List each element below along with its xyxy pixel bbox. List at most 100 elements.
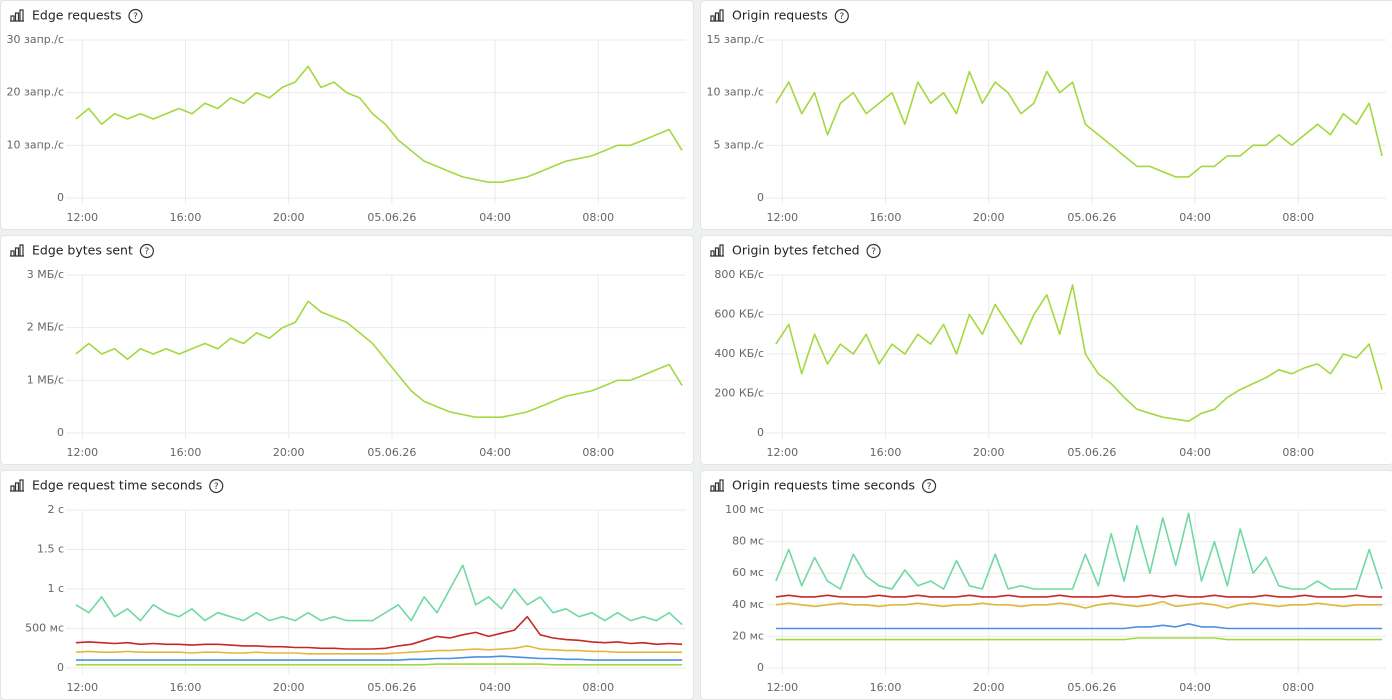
x-tick-label: 16:00 bbox=[870, 681, 902, 694]
series-line bbox=[775, 600, 1383, 609]
help-icon[interactable] bbox=[834, 8, 849, 24]
panel-title: Origin requests bbox=[732, 8, 828, 23]
y-tick-label: 500 мс bbox=[25, 622, 64, 635]
panel-title: Edge requests bbox=[32, 8, 121, 23]
y-tick-label: 3 МБ/с bbox=[27, 268, 64, 281]
panel-background bbox=[0, 0, 694, 230]
y-tick-label: 600 КБ/с bbox=[714, 308, 764, 321]
x-tick-label: 12:00 bbox=[66, 446, 98, 459]
x-tick-label: 04:00 bbox=[479, 446, 511, 459]
y-tick-label: 1 с bbox=[47, 582, 64, 595]
y-tick-label: 30 запр./с bbox=[6, 33, 64, 46]
series-line bbox=[75, 663, 683, 666]
x-tick-label: 08:00 bbox=[582, 211, 614, 224]
series-line bbox=[775, 623, 1383, 630]
y-tick-label: 20 мс bbox=[732, 629, 764, 642]
y-tick-label: 2 с bbox=[47, 503, 64, 516]
series-line bbox=[775, 512, 1383, 590]
panel: Edge bytes sent ? 0 1 МБ/с 2 МБ/с 3 МБ/с 12:00… bbox=[0, 235, 694, 465]
x-tick-label: 05.06.26 bbox=[367, 681, 416, 694]
x-tick-label: 04:00 bbox=[1179, 681, 1211, 694]
panel: Origin requests time seconds ? 0 20 мс 40 мс… bbox=[700, 470, 1392, 700]
x-tick-label: 20:00 bbox=[973, 211, 1005, 224]
series-line bbox=[775, 594, 1383, 598]
x-tick-label: 16:00 bbox=[870, 446, 902, 459]
series-line bbox=[75, 65, 683, 183]
panel-background bbox=[0, 235, 694, 465]
panel-background bbox=[700, 0, 1392, 230]
panel-title: Edge request time seconds bbox=[32, 478, 202, 493]
help-icon-mark: ? bbox=[839, 12, 844, 22]
x-tick-label: 05.06.26 bbox=[367, 446, 416, 459]
x-tick-label: 05.06.26 bbox=[1067, 211, 1116, 224]
help-icon-mark: ? bbox=[871, 247, 876, 257]
help-icon-mark: ? bbox=[144, 247, 149, 257]
x-tick-label: 16:00 bbox=[170, 446, 202, 459]
series-line bbox=[775, 637, 1383, 641]
y-tick-label: 800 КБ/с bbox=[714, 268, 764, 281]
y-tick-label: 400 КБ/с bbox=[714, 347, 764, 360]
x-tick-label: 20:00 bbox=[973, 446, 1005, 459]
x-tick-label: 08:00 bbox=[1282, 211, 1314, 224]
chart-icon bbox=[710, 479, 724, 492]
y-tick-label: 100 мс bbox=[725, 503, 764, 516]
y-tick-label: 0 bbox=[757, 426, 764, 439]
panel: Origin requests ? 0 5 запр./с 10 запр./с 15 з… bbox=[700, 0, 1392, 230]
y-tick-label: 80 мс bbox=[732, 535, 764, 548]
x-tick-label: 16:00 bbox=[170, 211, 202, 224]
chart-icon bbox=[710, 244, 724, 257]
help-icon[interactable] bbox=[921, 478, 937, 494]
x-tick-label: 16:00 bbox=[170, 681, 202, 694]
panel-background bbox=[700, 235, 1392, 465]
chart-icon bbox=[10, 244, 24, 257]
x-tick-label: 04:00 bbox=[1179, 211, 1211, 224]
x-tick-label: 12:00 bbox=[766, 681, 798, 694]
series-line bbox=[75, 564, 683, 626]
y-tick-label: 5 запр./с bbox=[713, 138, 764, 151]
series-line bbox=[775, 284, 1383, 422]
series-line bbox=[75, 300, 683, 418]
help-icon[interactable] bbox=[128, 8, 143, 24]
panel: Edge requests ? 0 10 запр./с 20 запр./с 30 за… bbox=[0, 0, 694, 230]
x-tick-label: 16:00 bbox=[870, 211, 902, 224]
y-tick-label: 0 bbox=[757, 661, 764, 674]
help-icon[interactable] bbox=[139, 243, 154, 259]
y-tick-label: 40 мс bbox=[732, 598, 764, 611]
y-tick-label: 60 мс bbox=[732, 566, 764, 579]
y-tick-label: 15 запр./с bbox=[706, 33, 764, 46]
y-tick-label: 1.5 с bbox=[37, 543, 64, 556]
series-line bbox=[75, 615, 683, 650]
help-icon-mark: ? bbox=[214, 482, 219, 492]
x-tick-label: 12:00 bbox=[66, 681, 98, 694]
y-tick-label: 0 bbox=[57, 426, 64, 439]
series-line bbox=[775, 70, 1383, 178]
x-tick-label: 20:00 bbox=[273, 211, 305, 224]
panel-title: Edge bytes sent bbox=[32, 243, 133, 258]
x-tick-label: 08:00 bbox=[582, 446, 614, 459]
x-tick-label: 20:00 bbox=[973, 681, 1005, 694]
x-tick-label: 08:00 bbox=[1282, 446, 1314, 459]
series-line bbox=[75, 655, 683, 661]
x-tick-label: 04:00 bbox=[479, 681, 511, 694]
y-tick-label: 2 МБ/с bbox=[27, 321, 64, 334]
help-icon-mark: ? bbox=[927, 482, 932, 492]
y-tick-label: 0 bbox=[57, 191, 64, 204]
series-line bbox=[75, 645, 683, 655]
y-tick-label: 20 запр./с bbox=[6, 86, 64, 99]
chart-icon bbox=[10, 479, 24, 492]
y-tick-label: 0 bbox=[757, 191, 764, 204]
x-tick-label: 05.06.26 bbox=[1067, 446, 1116, 459]
x-tick-label: 12:00 bbox=[766, 446, 798, 459]
x-tick-label: 04:00 bbox=[479, 211, 511, 224]
x-tick-label: 05.06.26 bbox=[367, 211, 416, 224]
panel-background bbox=[700, 470, 1392, 700]
panel: Edge request time seconds ? 0 500 мс 1 с 1.5 … bbox=[0, 470, 694, 700]
help-icon[interactable] bbox=[866, 243, 881, 259]
y-tick-label: 10 запр./с bbox=[706, 86, 764, 99]
help-icon-mark: ? bbox=[133, 12, 138, 22]
help-icon[interactable] bbox=[209, 478, 224, 494]
chart-icon bbox=[10, 9, 24, 22]
x-tick-label: 08:00 bbox=[1282, 681, 1314, 694]
